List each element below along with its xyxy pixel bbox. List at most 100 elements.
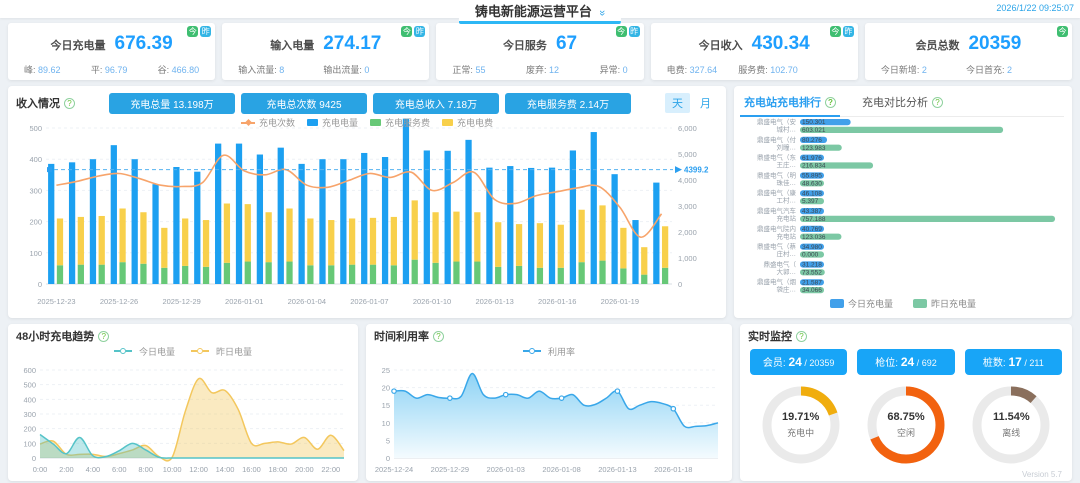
help-icon[interactable]: ? (796, 330, 807, 342)
svg-text:400: 400 (29, 155, 42, 164)
station-ranking-chart[interactable]: 鼎盛电气（安城村…150.301603.021鼎盛电气（付刘疃…80.27612… (742, 117, 1064, 295)
svg-text:0: 0 (32, 454, 36, 463)
yesterday-badge[interactable]: 昨 (414, 26, 426, 37)
donut-label: 空闲 (896, 428, 915, 438)
util-title: 时间利用率 (374, 331, 429, 343)
svg-text:2026-01-08: 2026-01-08 (542, 465, 580, 474)
svg-text:城村…: 城村… (777, 125, 797, 134)
legend-item-energy-fee[interactable]: 充电电费 (442, 116, 493, 129)
tab-compare-analysis[interactable]: 充电对比分析? (862, 94, 943, 110)
total-times-button[interactable]: 充电总次数 9425 (241, 92, 367, 114)
svg-text:充电站: 充电站 (777, 231, 797, 240)
svg-text:61.976: 61.976 (802, 155, 822, 162)
rect-swatch (913, 298, 927, 308)
legend-yesterday-charge[interactable]: 昨日充电量 (913, 297, 976, 310)
legend-item-service-fee[interactable]: 充电服务费 (370, 116, 430, 129)
rect-swatch (306, 119, 318, 126)
kpi-stat: 异常0 (600, 63, 628, 76)
svg-text:216.834: 216.834 (802, 163, 826, 170)
yesterday-badge[interactable]: 昨 (628, 26, 640, 37)
help-icon[interactable]: ? (64, 97, 75, 109)
svg-text:80.276: 80.276 (802, 137, 822, 144)
legend-item-energy[interactable]: 充电电量 (306, 116, 358, 129)
gun-slots-button[interactable]: 枪位24692 (857, 349, 955, 375)
income-title: 收入情况 (16, 98, 60, 110)
svg-text:大郭…: 大郭… (777, 267, 797, 276)
yesterday-badge[interactable]: 昨 (842, 26, 854, 37)
trend-legend: 今日电量 昨日电量 (16, 344, 350, 358)
donut-offline[interactable]: 11.54% 离线 (968, 382, 1054, 468)
svg-text:2026-01-07: 2026-01-07 (350, 297, 388, 306)
chevron-down-icon[interactable]: » (596, 9, 609, 17)
svg-text:10:00: 10:00 (163, 465, 182, 474)
rect-swatch (442, 119, 454, 126)
today-badge[interactable]: 今 (829, 26, 841, 37)
piles-button[interactable]: 桩数17211 (964, 349, 1062, 375)
svg-text:55.895: 55.895 (802, 173, 822, 180)
svg-text:4:00: 4:00 (86, 465, 101, 474)
help-icon[interactable]: ? (433, 330, 444, 342)
kpi-value: 20359 (968, 33, 1022, 54)
svg-text:2026-01-01: 2026-01-01 (225, 297, 263, 306)
today-badge[interactable]: 今 (187, 26, 199, 37)
svg-text:500: 500 (29, 124, 42, 133)
svg-text:2026-01-18: 2026-01-18 (654, 465, 692, 474)
kpi-value: 274.17 (323, 33, 382, 54)
svg-text:4,000: 4,000 (678, 176, 697, 185)
utilization-chart[interactable]: 0 5 10 15 20 25 2025-12-24 2025-12-29 2026-01-03… (374, 358, 724, 478)
help-icon[interactable]: ? (98, 330, 110, 342)
members-button[interactable]: 会员2420359 (750, 349, 848, 375)
svg-text:6:00: 6:00 (112, 465, 127, 474)
svg-text:200: 200 (23, 425, 36, 434)
total-income-button[interactable]: 充电总收入 7.18万 (373, 92, 499, 114)
svg-text:5: 5 (386, 436, 390, 445)
donut-label: 充电中 (787, 428, 815, 438)
legend-item-count[interactable]: 充电次数 (240, 116, 295, 129)
svg-text:200: 200 (29, 218, 42, 227)
donut-percent: 19.71% (782, 411, 820, 423)
svg-text:20:00: 20:00 (295, 465, 314, 474)
kpi-card-today-service: 今昨 今日服务 67 正常55 废弃12 异常0 (436, 23, 644, 80)
service-fee-button[interactable]: 充电服务费 2.14万 (505, 92, 631, 114)
help-icon[interactable]: ? (932, 97, 943, 108)
svg-text:10: 10 (382, 419, 390, 428)
donut-idle[interactable]: 68.75% 空闲 (863, 382, 949, 468)
donut-label: 离线 (1002, 428, 1021, 438)
donut-percent: 11.54% (992, 411, 1030, 423)
svg-text:王庄…: 王庄… (777, 160, 797, 169)
svg-text:6,000: 6,000 (678, 124, 697, 133)
toggle-month[interactable]: 月 (700, 98, 711, 110)
kpi-stat: 输出流量0 (323, 63, 369, 76)
svg-text:鼎盛电气（烟: 鼎盛电气（烟 (757, 277, 797, 286)
svg-text:8:00: 8:00 (138, 465, 153, 474)
help-icon[interactable]: ? (825, 97, 836, 108)
svg-text:庄村…: 庄村… (777, 249, 797, 258)
legend-today-energy[interactable]: 今日电量 (113, 345, 175, 358)
kpi-label: 今日收入 (698, 40, 743, 52)
legend-utilization[interactable]: 利用率 (522, 345, 575, 358)
svg-text:12:00: 12:00 (189, 465, 208, 474)
total-charge-button[interactable]: 充电总量 13.198万 (109, 92, 235, 114)
today-badge[interactable]: 今 (401, 26, 413, 37)
income-chart[interactable]: 0 100 200 300 400 500 0 1,000 2,000 3,000 4,000 5,0… (16, 116, 718, 312)
kpi-card-input-energy: 今昨 输入电量 274.17 输入流量8 输出流量0 (222, 23, 430, 80)
donut-charging[interactable]: 19.71% 充电中 (758, 382, 844, 468)
line-swatch (240, 118, 255, 126)
trend-48h-chart[interactable]: 0 100 200 300 400 500 600 0:00 2:00 4:00 6:00 8:00 1… (16, 358, 350, 478)
svg-text:刘疃…: 刘疃… (777, 142, 797, 151)
today-badge[interactable]: 今 (615, 26, 627, 37)
station-ranking-panel: 充电站充电排行? 充电对比分析? 鼎盛电气（安 城村… 150.301 603.021… (734, 86, 1072, 318)
kpi-stat: 服务费102.70 (738, 63, 798, 76)
svg-text:0: 0 (38, 280, 42, 289)
legend-yesterday-energy[interactable]: 昨日电量 (191, 345, 252, 358)
svg-text:25: 25 (382, 366, 390, 375)
svg-text:2025-12-29: 2025-12-29 (162, 297, 200, 306)
svg-text:充电站: 充电站 (777, 214, 797, 223)
toggle-day[interactable]: 天 (665, 93, 690, 113)
legend-today-charge[interactable]: 今日充电量 (829, 297, 893, 310)
today-badge[interactable]: 今 (1057, 26, 1069, 37)
yesterday-badge[interactable]: 昨 (200, 26, 212, 37)
income-chart-legend: 充电次数 充电电量 充电服务费 充电电费 (16, 116, 718, 129)
svg-text:73.552: 73.552 (802, 269, 822, 276)
tab-station-ranking[interactable]: 充电站充电排行? (740, 94, 840, 117)
